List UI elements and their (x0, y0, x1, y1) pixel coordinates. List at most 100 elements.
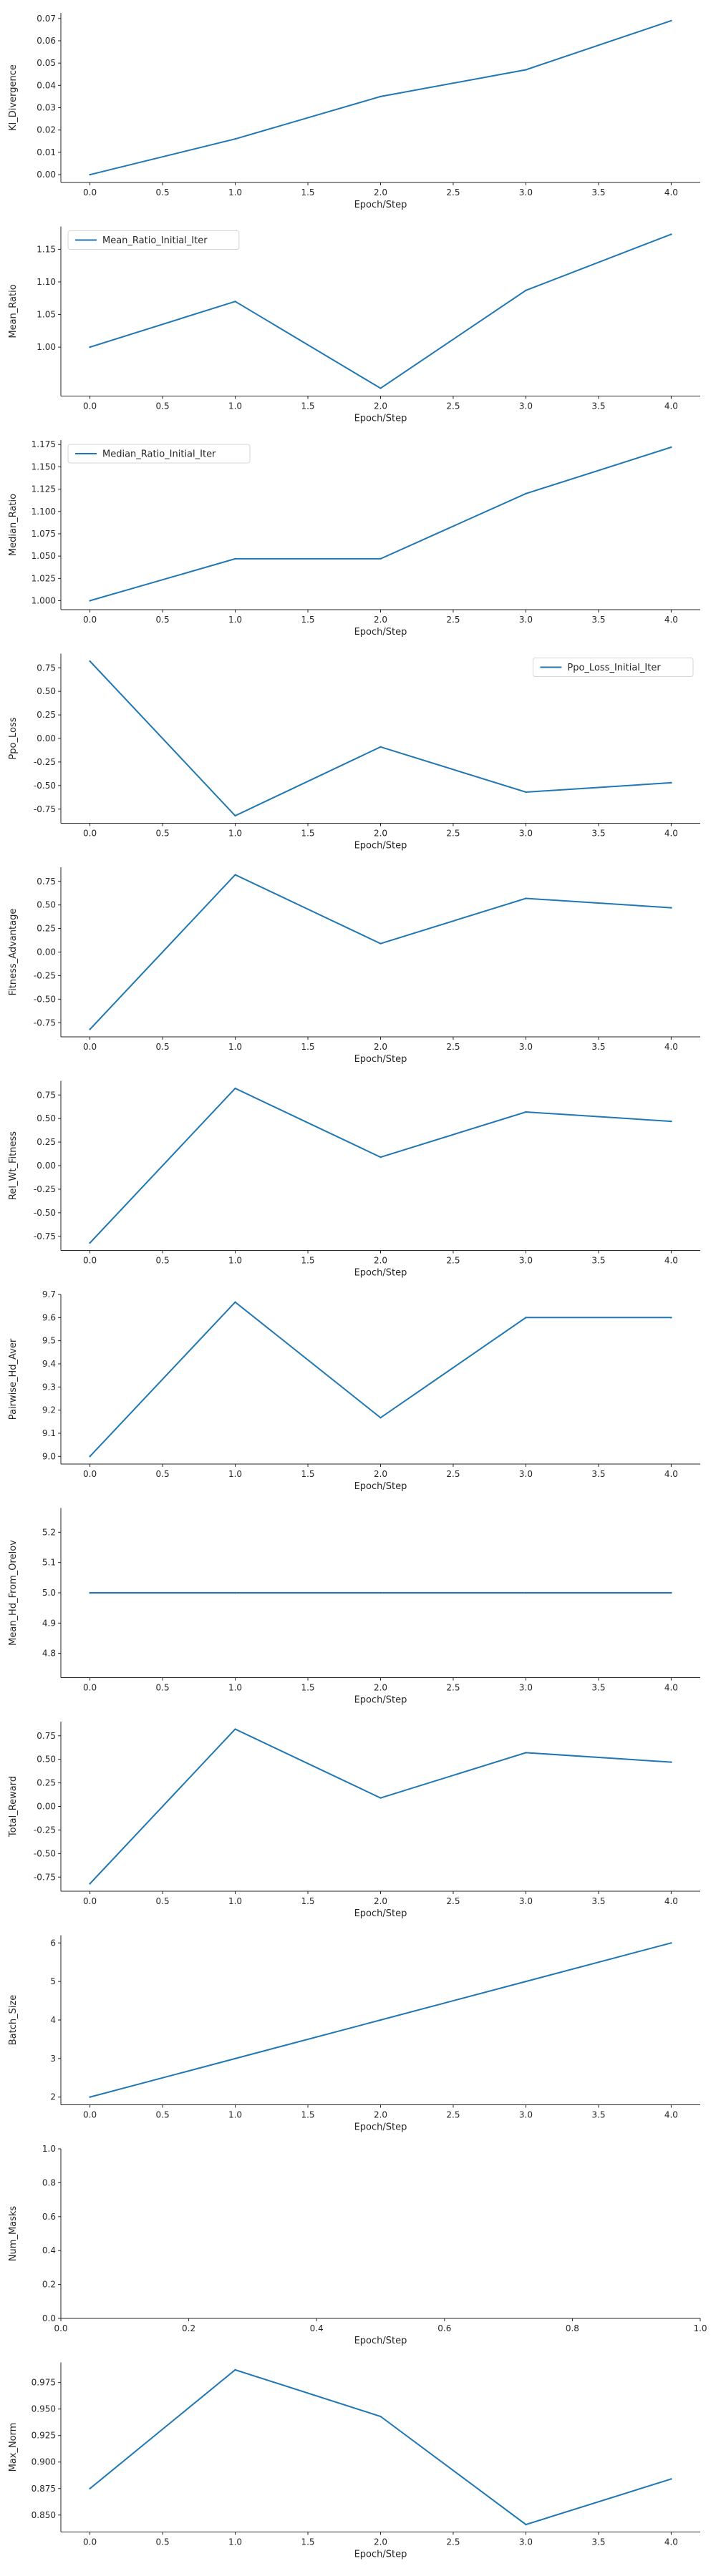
x-axis-label: Epoch/Step (354, 200, 407, 210)
x-tick-label: 4.0 (664, 1896, 678, 1906)
x-tick-label: 1.5 (301, 187, 314, 197)
legend-entry-label: Mean_Ratio_Initial_Iter (102, 235, 208, 246)
x-tick-label: 1.5 (301, 2110, 314, 2120)
data-point (234, 2057, 236, 2060)
y-tick-label: 1.00 (37, 342, 56, 352)
data-point (89, 1883, 91, 1885)
x-axis-label: Epoch/Step (354, 2550, 407, 2560)
data-point (89, 346, 91, 348)
x-tick-label: 0.0 (83, 2110, 97, 2120)
data-point (89, 2096, 91, 2098)
y-tick-label: 1.075 (32, 529, 56, 539)
y-tick-label: 0.950 (32, 2404, 56, 2414)
data-point (234, 1087, 236, 1090)
x-tick-label: 3.5 (591, 1469, 605, 1479)
x-tick-label: 3.0 (519, 1896, 533, 1906)
x-tick-label: 3.5 (591, 1042, 605, 1052)
x-tick-label: 3.0 (519, 2537, 533, 2547)
x-tick-label: 1.5 (301, 615, 314, 625)
x-tick-label: 1.5 (301, 1042, 314, 1052)
data-point (379, 95, 382, 98)
x-tick-label: 1.5 (301, 1896, 314, 1906)
y-tick-label: -0.50 (34, 1848, 56, 1858)
y-axis-label: Pairwise_Hd_Aver (8, 1338, 19, 1420)
y-tick-label: 0.975 (32, 2378, 56, 2388)
y-axis-label: Kl_Divergence (8, 64, 19, 131)
y-tick-label: 1.050 (32, 551, 56, 561)
x-tick-label: 2.0 (374, 1469, 387, 1479)
x-tick-label: 0.5 (156, 829, 170, 839)
y-axis-label: Max_Norm (8, 2423, 19, 2472)
x-tick-label: 4.0 (664, 615, 678, 625)
x-tick-label: 0.0 (83, 1469, 97, 1479)
y-tick-label: 0.00 (37, 1802, 56, 1812)
chart-panel-5: 0.0 0.5 1.0 1.5 2.0 2.5 3.0 3.5 4.0 -0.75 -0.50 -0.… (8, 867, 700, 1065)
x-tick-label: 4.0 (664, 1042, 678, 1052)
chart-panel-12: 0.0 0.5 1.0 1.5 2.0 2.5 3.0 3.5 4.0 0.850 0.875 0.9… (8, 2362, 700, 2560)
x-tick-label: 3.0 (519, 2110, 533, 2120)
x-tick-label: 2.0 (374, 187, 387, 197)
y-tick-label: 0.900 (32, 2457, 56, 2467)
x-tick-label: 2.0 (374, 401, 387, 411)
y-axis-label: Median_Ratio (8, 494, 19, 556)
y-tick-label: 0.25 (37, 1778, 56, 1788)
y-tick-label: 1.0 (42, 2144, 56, 2154)
x-tick-label: 3.0 (519, 1042, 533, 1052)
data-point (379, 942, 382, 945)
y-tick-label: 9.5 (42, 1336, 56, 1346)
data-point (670, 781, 672, 784)
x-tick-label: 0.0 (83, 1683, 97, 1693)
y-tick-label: 0.75 (37, 1090, 56, 1100)
y-tick-label: 1.10 (37, 277, 56, 287)
data-point (379, 557, 382, 560)
y-tick-label: 0.925 (32, 2431, 56, 2441)
y-tick-label: 0.2 (42, 2280, 56, 2290)
x-tick-label: 2.0 (374, 1256, 387, 1266)
y-tick-label: 0.07 (37, 14, 56, 24)
x-tick-label: 3.0 (519, 401, 533, 411)
x-tick-label: 4.0 (664, 1469, 678, 1479)
x-tick-label: 2.0 (374, 829, 387, 839)
y-tick-label: 0.02 (37, 125, 56, 135)
data-point (89, 1591, 91, 1594)
y-tick-label: 4 (50, 2015, 56, 2025)
series-line (89, 1087, 672, 1244)
x-tick-label: 1.0 (228, 1042, 242, 1052)
y-tick-label: 9.6 (42, 1312, 56, 1322)
x-tick-label: 0.0 (83, 401, 97, 411)
x-tick-label: 2.5 (446, 2537, 460, 2547)
x-tick-label: 0.5 (156, 1896, 170, 1906)
x-tick-label: 0.5 (156, 1469, 170, 1479)
y-tick-label: -0.25 (34, 757, 56, 767)
y-tick-label: 0.50 (37, 1755, 56, 1765)
legend: Ppo_Loss_Initial_Iter (532, 658, 694, 677)
x-tick-label: 2.5 (446, 829, 460, 839)
chart-panel-6: 0.0 0.5 1.0 1.5 2.0 2.5 3.0 3.5 4.0 -0.75 -0.50 -0.… (8, 1080, 700, 1279)
x-tick-label: 1.0 (228, 2537, 242, 2547)
x-tick-label: 4.0 (664, 1683, 678, 1693)
y-tick-label: -0.50 (34, 994, 56, 1004)
x-tick-label: 0.5 (156, 1256, 170, 1266)
x-tick-label: 1.0 (228, 187, 242, 197)
y-tick-label: 0.4 (42, 2245, 56, 2255)
x-tick-label: 0.8 (566, 2323, 579, 2333)
y-tick-label: 0.50 (37, 1113, 56, 1123)
y-tick-label: 0.50 (37, 900, 56, 910)
y-tick-label: 9.2 (42, 1405, 56, 1415)
data-point (525, 1752, 527, 1754)
x-tick-label: 4.0 (664, 2110, 678, 2120)
x-tick-label: 0.5 (156, 2110, 170, 2120)
y-tick-label: 0.0 (42, 2313, 56, 2323)
y-tick-label: -0.50 (34, 1208, 56, 1218)
y-tick-label: 0.25 (37, 710, 56, 720)
x-tick-label: 2.5 (446, 1896, 460, 1906)
x-tick-label: 0.5 (156, 1683, 170, 1693)
x-tick-label: 1.0 (228, 1256, 242, 1266)
data-point (234, 137, 236, 140)
y-tick-label: 1.100 (32, 507, 56, 517)
x-tick-label: 2.0 (374, 615, 387, 625)
data-point (234, 301, 236, 303)
y-tick-label: 1.175 (32, 439, 56, 449)
y-tick-label: 9.0 (42, 1451, 56, 1461)
